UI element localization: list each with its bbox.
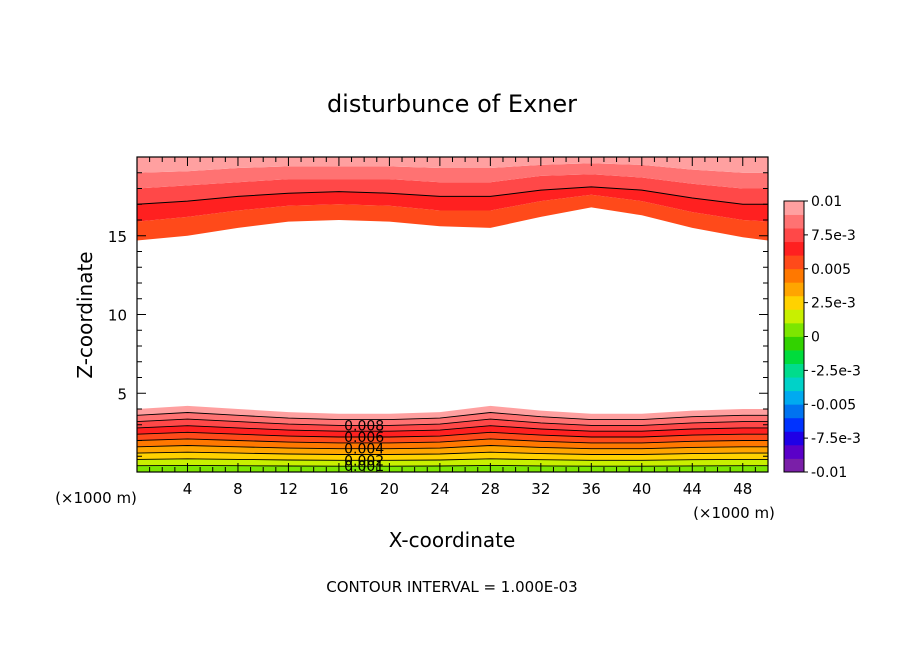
contour-label: 0.006: [344, 430, 384, 446]
colorbar-swatch: [784, 268, 804, 283]
chart-title: disturbunce of Exner: [327, 90, 577, 118]
bottom-contour-line: [136, 431, 768, 438]
contour-label: 0.002: [344, 453, 384, 469]
x-tick-label: 36: [582, 480, 601, 498]
x-tick-label: 24: [430, 480, 449, 498]
bottom-band-fill: [137, 425, 768, 437]
colorbar-swatch: [784, 201, 804, 215]
x-tick-label: 8: [233, 480, 243, 498]
colorbar-label: 0: [811, 330, 820, 346]
top-band-fill: [137, 157, 768, 173]
y-tick-label: 5: [117, 385, 127, 403]
colorbar-swatch: [784, 363, 804, 378]
bottom-contour-line: [136, 445, 768, 450]
bottom-contour-line: [136, 425, 768, 432]
bottom-contour-line: [136, 451, 768, 455]
y-axis-unit: (×1000 m): [55, 489, 137, 507]
bottom-band-fill: [137, 412, 768, 426]
x-tick-label: 12: [279, 480, 298, 498]
colorbar-swatch: [784, 444, 804, 459]
bottom-contour-line: [136, 458, 768, 461]
top-band-fill: [137, 186, 768, 222]
top-contour-line: [136, 186, 768, 205]
contour-interval-note: CONTOUR INTERVAL = 1.000E-03: [326, 578, 577, 596]
bottom-band-fill: [137, 419, 768, 432]
colorbar-swatch: [784, 431, 804, 446]
x-tick-label: 48: [733, 480, 752, 498]
colorbar-swatch: [784, 336, 804, 351]
bottom-band-fill: [137, 405, 768, 420]
y-tick-label: 10: [108, 307, 127, 325]
colorbar-label: -0.005: [811, 397, 856, 413]
colorbar-swatch: [784, 404, 804, 419]
top-band-fill: [137, 174, 768, 205]
x-tick-label: 44: [683, 480, 702, 498]
colorbar-swatch: [784, 255, 804, 270]
colorbar-swatch: [784, 390, 804, 405]
bottom-band-fill: [137, 432, 768, 443]
bottom-contour-line: [136, 438, 768, 444]
top-band-fill: [137, 163, 768, 189]
contour-label: 0.004: [344, 442, 384, 458]
colorbar-swatch: [784, 295, 804, 310]
colorbar-swatch: [784, 214, 804, 229]
x-axis-label: X-coordinate: [389, 528, 516, 552]
bottom-contour-line: [136, 418, 768, 426]
colorbar-label: -0.01: [811, 465, 847, 481]
colorbar-swatch: [784, 309, 804, 324]
colorbar-swatch: [784, 458, 804, 473]
x-tick-label: 16: [329, 480, 348, 498]
colorbar-swatch: [784, 350, 804, 364]
x-axis-unit: (×1000 m): [693, 504, 775, 522]
colorbar-swatch: [784, 322, 804, 337]
colorbar-label: -7.5e-3: [811, 431, 861, 447]
colorbar-label: 0.01: [811, 194, 842, 210]
x-tick-label: 20: [380, 480, 399, 498]
contour-label: 0.008: [344, 418, 384, 434]
bottom-contour-line: [136, 412, 768, 421]
colorbar-swatch: [784, 241, 804, 256]
colorbar-label: 2.5e-3: [811, 296, 856, 312]
x-tick-label: 4: [183, 480, 193, 498]
x-tick-label: 32: [531, 480, 550, 498]
plot-area: [137, 157, 768, 472]
colorbar-label: 0.005: [811, 262, 851, 278]
top-band-fill: [137, 194, 768, 241]
colorbar: 0.01 7.5e-3 0.005 2.5e-3 0 -2.5e-3 -0.005 -7.5e…: [783, 194, 861, 481]
x-tick-label: 40: [632, 480, 651, 498]
y-tick-label: 15: [108, 228, 127, 246]
colorbar-swatch: [784, 377, 804, 392]
bottom-band-fill: [137, 445, 768, 455]
colorbar-label: -2.5e-3: [811, 363, 861, 379]
x-tick-label: 28: [481, 480, 500, 498]
colorbar-label: 7.5e-3: [811, 228, 856, 244]
bottom-contour-line: [136, 464, 768, 467]
colorbar-swatch: [784, 417, 804, 432]
y-axis-label: Z-coordinate: [73, 251, 97, 378]
colorbar-swatch: [784, 228, 804, 243]
contour-lines: [136, 186, 768, 467]
colorbar-swatch: [784, 282, 804, 297]
bottom-band-fill: [137, 438, 768, 449]
